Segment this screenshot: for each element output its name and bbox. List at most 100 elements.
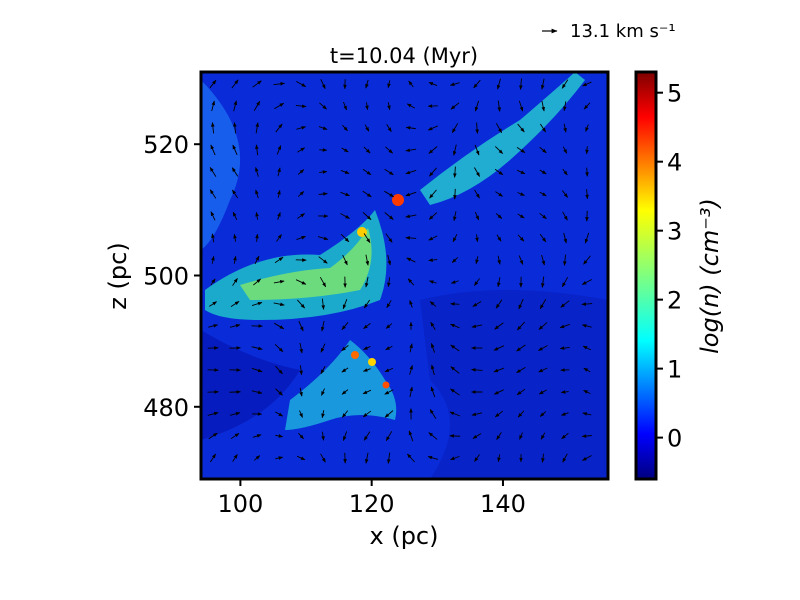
velocity-arrow: [451, 257, 459, 263]
velocity-arrow: [581, 302, 593, 306]
velocity-arrow: [428, 82, 438, 86]
velocity-arrow: [583, 102, 591, 110]
velocity-arrow: [494, 410, 504, 418]
velocity-arrow: [318, 126, 328, 130]
velocity-arrow: [582, 412, 592, 416]
velocity-arrow: [341, 322, 349, 331]
velocity-arrow: [384, 190, 395, 198]
velocity-arrow: [295, 104, 307, 108]
velocity-arrow: [494, 146, 504, 154]
velocity-arrow: [541, 254, 546, 266]
velocity-arrow: [562, 453, 568, 463]
velocity-arrow: [585, 167, 589, 177]
velocity-arrow: [275, 123, 283, 133]
velocity-arrow: [363, 146, 371, 154]
velocity-arrow: [384, 389, 394, 395]
velocity-arrow: [296, 299, 306, 309]
dense-filament-upper-right: [420, 72, 585, 205]
velocity-arrow: [540, 432, 546, 440]
velocity-arrow: [229, 411, 241, 416]
velocity-arrow: [365, 276, 369, 288]
velocity-arrow: [255, 166, 259, 177]
velocity-arrow: [363, 431, 371, 441]
velocity-arrow: [429, 189, 437, 199]
velocity-arrow: [211, 122, 215, 134]
velocity-arrow: [210, 211, 216, 221]
velocity-arrow: [232, 278, 238, 286]
velocity-arrow: [538, 389, 547, 395]
velocity-arrow: [538, 345, 548, 351]
velocity-arrow: [406, 257, 416, 263]
velocity-arrow: [473, 79, 481, 89]
velocity-arrow: [209, 301, 218, 307]
velocity-arrow: [321, 298, 325, 310]
velocity-arrow: [365, 102, 369, 111]
velocity-arrow: [255, 189, 259, 199]
velocity-arrow: [385, 146, 393, 154]
velocity-arrow: [277, 211, 281, 220]
dense-clump-5: [382, 381, 390, 389]
colorbar-tick-label-4: 4: [667, 149, 682, 177]
velocity-arrow: [231, 167, 239, 177]
velocity-arrow: [232, 454, 238, 462]
velocity-arrow: [320, 79, 326, 90]
velocity-arrow: [449, 82, 460, 86]
velocity-arrow: [562, 168, 568, 176]
velocity-arrow: [340, 213, 350, 219]
velocity-arrow: [409, 343, 413, 353]
velocity-arrow: [233, 255, 237, 264]
velocity-arrow: [449, 411, 461, 417]
velocity-arrow: [450, 102, 460, 110]
velocity-arrow: [428, 212, 438, 220]
velocity-arrow: [539, 123, 547, 133]
dense-clump-3: [351, 351, 359, 359]
velocity-arrow: [541, 276, 545, 288]
velocity-arrow: [561, 190, 569, 198]
velocity-arrow: [319, 170, 328, 174]
y-tick-label-1: 500: [143, 263, 189, 291]
x-axis-label: x (pc): [370, 522, 439, 550]
velocity-arrow: [362, 168, 372, 176]
velocity-arrow: [517, 123, 525, 133]
velocity-arrow: [276, 234, 282, 242]
velocity-arrow: [297, 191, 305, 197]
velocity-arrow: [407, 453, 415, 463]
velocity-arrow: [429, 408, 437, 419]
velocity-arrow: [342, 431, 348, 441]
velocity-arrow: [519, 432, 523, 440]
velocity-arrow: [387, 277, 391, 288]
velocity-arrow: [207, 411, 219, 416]
velocity-arrow: [320, 366, 326, 375]
velocity-arrow: [493, 367, 505, 373]
velocity-arrow: [541, 453, 545, 463]
velocity-arrow: [364, 452, 369, 464]
velocity-arrow: [581, 434, 592, 438]
velocity-arrow: [321, 388, 325, 396]
velocity-arrow: [585, 210, 589, 222]
velocity-arrow: [496, 234, 502, 242]
velocity-arrow: [385, 323, 393, 329]
velocity-arrow: [362, 190, 372, 198]
velocity-arrow: [563, 254, 567, 266]
velocity-arrow: [233, 233, 237, 242]
velocity-arrow: [211, 233, 215, 243]
y-tick-label-2: 520: [143, 131, 189, 159]
velocity-arrow: [517, 234, 525, 242]
dense-region-upper-left: [201, 80, 241, 250]
velocity-arrow: [405, 236, 417, 240]
velocity-arrow: [384, 410, 394, 418]
velocity-arrow: [343, 101, 347, 111]
velocity-arrow: [365, 79, 369, 89]
velocity-arrow: [253, 278, 262, 286]
velocity-arrow: [517, 192, 525, 196]
velocity-arrow: [387, 102, 391, 111]
velocity-arrow: [363, 299, 371, 309]
velocity-arrow: [273, 82, 285, 86]
velocity-arrow: [541, 100, 545, 112]
velocity-arrow: [233, 100, 238, 112]
velocity-arrow: [385, 345, 393, 351]
velocity-arrow: [453, 211, 457, 222]
colorbar: [634, 70, 658, 481]
velocity-arrow: [428, 432, 438, 440]
diffuse-region-lower-left: [201, 330, 300, 440]
